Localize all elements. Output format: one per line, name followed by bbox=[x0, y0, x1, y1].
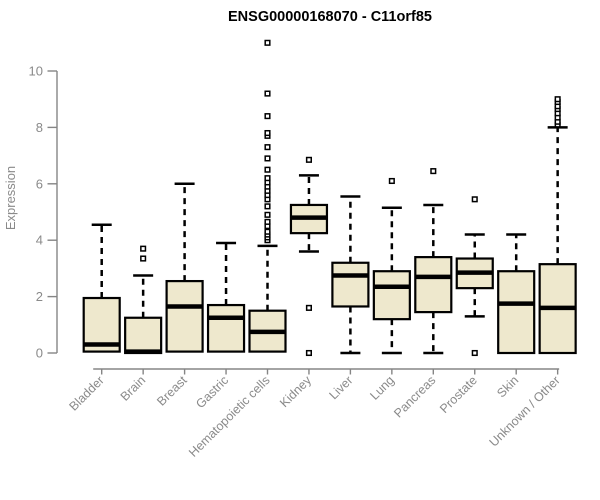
iqr-box bbox=[414, 256, 453, 314]
x-tick-label-bladder: Bladder bbox=[66, 373, 106, 413]
outlier-point bbox=[140, 245, 147, 252]
outlier-point bbox=[264, 175, 271, 182]
x-tick-label-prostate: Prostate bbox=[437, 373, 480, 416]
x-tick-label-kidney: Kidney bbox=[277, 373, 314, 410]
box-brain bbox=[124, 245, 163, 355]
outlier-point bbox=[305, 304, 312, 311]
outlier-point bbox=[471, 349, 478, 357]
box-pancreas bbox=[414, 168, 453, 355]
x-tick-label-gastric: Gastric bbox=[193, 373, 231, 411]
y-tick-label: 0 bbox=[36, 346, 43, 361]
outlier-point bbox=[264, 113, 271, 120]
y-axis-label: Expression bbox=[3, 166, 18, 230]
iqr-box bbox=[165, 279, 204, 353]
outlier-point bbox=[305, 349, 312, 357]
outlier-point bbox=[264, 129, 271, 137]
boxes-layer bbox=[82, 39, 577, 357]
box-lung bbox=[372, 177, 411, 355]
x-tick-label-brain: Brain bbox=[118, 373, 149, 404]
outlier-point bbox=[264, 90, 271, 97]
x-tick-label-unknown-other: Unknown / Other bbox=[487, 373, 563, 449]
x-tick-label-breast: Breast bbox=[154, 373, 190, 409]
y-tick-label: 8 bbox=[36, 120, 43, 135]
chart-title: ENSG00000168070 - C11orf85 bbox=[228, 9, 432, 25]
iqr-box bbox=[206, 303, 246, 353]
iqr-box bbox=[124, 316, 163, 355]
box-kidney bbox=[289, 156, 329, 357]
box-gastric bbox=[206, 241, 246, 353]
x-tick-label-lung: Lung bbox=[367, 373, 397, 403]
box-breast bbox=[165, 182, 204, 353]
y-tick-label: 4 bbox=[36, 233, 43, 248]
outlier-point bbox=[388, 177, 395, 185]
y-tick-label: 6 bbox=[36, 176, 43, 191]
box-skin bbox=[497, 233, 536, 355]
iqr-box bbox=[331, 261, 370, 308]
outlier-point bbox=[264, 203, 271, 210]
iqr-box bbox=[372, 270, 411, 321]
outlier-point bbox=[264, 155, 271, 162]
x-tick-label-pancreas: Pancreas bbox=[391, 373, 438, 420]
y-tick-label: 2 bbox=[36, 289, 43, 304]
iqr-box bbox=[497, 270, 536, 355]
outlier-point bbox=[264, 144, 271, 151]
outlier-point bbox=[471, 196, 478, 203]
outlier-point bbox=[430, 168, 437, 175]
box-prostate bbox=[455, 196, 494, 357]
box-unknown-other bbox=[538, 96, 577, 355]
outlier-point bbox=[264, 211, 271, 218]
x-tick-label-skin: Skin bbox=[494, 373, 521, 400]
box-bladder bbox=[82, 223, 121, 353]
outlier-point bbox=[140, 255, 147, 262]
outlier-point bbox=[264, 166, 271, 173]
box-hematopoietic-cells bbox=[248, 39, 287, 353]
outlier-point bbox=[264, 228, 271, 235]
y-tick-label: 10 bbox=[29, 64, 43, 79]
outlier-point bbox=[305, 156, 312, 163]
outlier-point bbox=[264, 218, 271, 225]
x-tick-label-hematopoietic-cells: Hematopoietic cells bbox=[186, 373, 273, 460]
box-liver bbox=[331, 195, 370, 355]
outlier-point bbox=[264, 39, 271, 46]
outlier-point bbox=[554, 96, 561, 103]
x-tick-label-liver: Liver bbox=[326, 373, 355, 402]
